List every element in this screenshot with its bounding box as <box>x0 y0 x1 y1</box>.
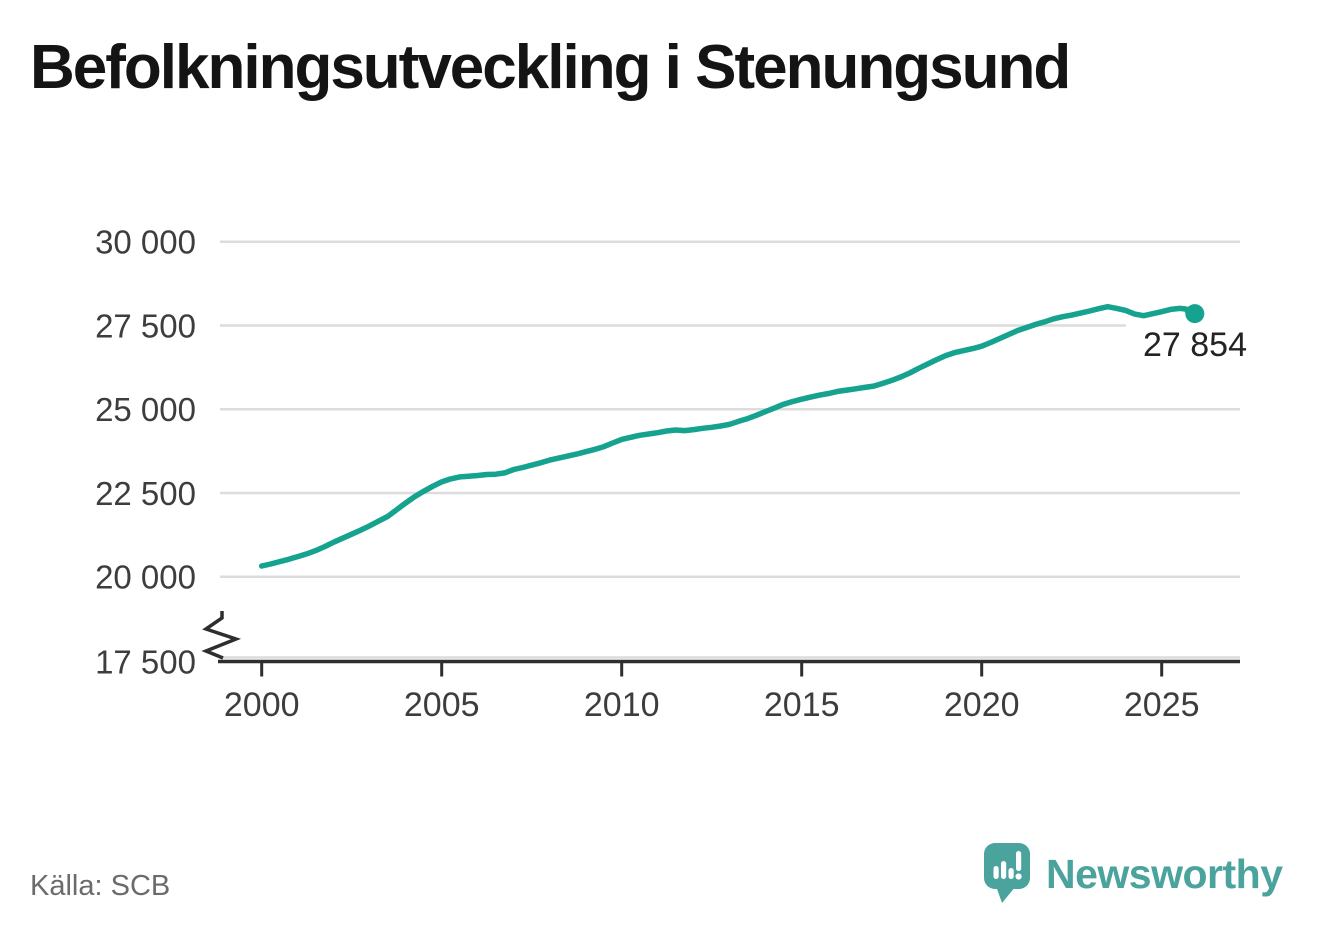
population-line <box>258 303 1198 569</box>
y-tick-label: 25 000 <box>95 391 196 428</box>
y-tick-label: 27 500 <box>95 307 196 344</box>
line-chart: 30 000 27 500 25 000 22 500 20 000 17 500 2000… <box>95 223 1254 724</box>
newsworthy-logo-icon <box>984 843 1030 903</box>
y-axis-break-icon <box>201 611 242 660</box>
x-tick-label: 2005 <box>404 686 480 724</box>
y-tick-label: 17 500 <box>95 644 196 681</box>
newsworthy-logo-text: Newsworthy <box>1046 850 1283 897</box>
source-label: Källa: SCB <box>30 870 171 902</box>
newsworthy-logo: Newsworthy <box>983 842 1283 906</box>
end-value-label-bg <box>1126 324 1254 361</box>
y-tick-label: 30 000 <box>95 224 196 261</box>
x-tick-label: 2020 <box>944 686 1020 724</box>
x-tick-label: 2015 <box>764 686 840 724</box>
end-value-label: 27 854 <box>1143 326 1247 364</box>
x-tick-label: 2000 <box>224 686 300 724</box>
chart-title: Befolkningsutveckling i Stenungsund <box>30 33 1071 102</box>
y-tick-label: 20 000 <box>95 559 196 596</box>
y-tick-label: 22 500 <box>95 475 196 512</box>
x-tick-label: 2025 <box>1124 686 1200 724</box>
latest-point-marker <box>1185 304 1205 324</box>
x-tick-label: 2010 <box>584 686 660 724</box>
